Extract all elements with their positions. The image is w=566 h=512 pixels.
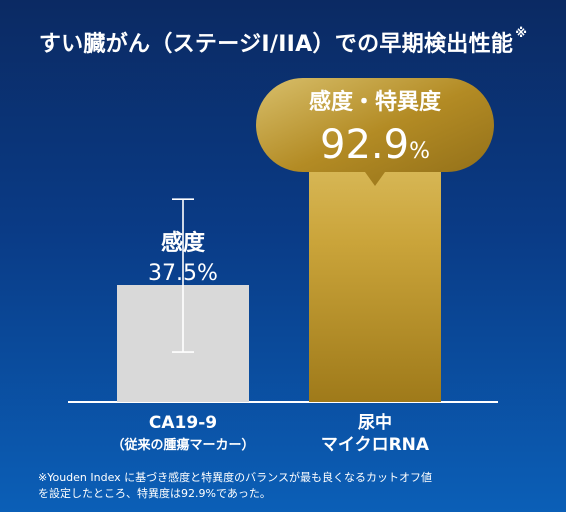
data-label-ca19-9-value: 37.5% <box>148 261 218 286</box>
x-tick-label-urine-microrna-line1: 尿中 <box>358 412 392 433</box>
chart-title-text: すい臓がん（ステージI/IIA）での早期検出性能 <box>38 32 514 57</box>
data-label-urine-microrna-number: 92.9 <box>320 122 409 168</box>
title-footnote-mark: ※ <box>515 26 528 40</box>
x-tick-label-ca19-9: CA19-9 <box>149 413 217 433</box>
footnote-line-2: を設定したところ、特異度は92.9%であった。 <box>38 487 271 500</box>
x-tick-sublabel-ca19-9: （従来の腫瘍マーカー） <box>111 437 254 453</box>
x-tick-label-urine-microrna-line2: マイクロRNA <box>321 435 430 455</box>
data-label-ca19-9-metric: 感度 <box>161 230 206 256</box>
callout-bubble-urine-microrna: 感度・特異度 92.9% <box>256 78 494 186</box>
footnote: ※Youden Index に基づき感度と特異度のバランスが最も良くなるカットオ… <box>38 470 538 502</box>
data-label-urine-microrna-value: 92.9% <box>320 122 430 168</box>
callout-bubble-shape <box>256 78 494 186</box>
chart-title: すい臓がん（ステージI/IIA）での早期検出性能 ※ <box>0 26 566 58</box>
footnote-line-1: ※Youden Index に基づき感度と特異度のバランスが最も良くなるカットオ… <box>38 471 432 484</box>
error-bar-ca19-9 <box>172 198 194 353</box>
data-label-urine-microrna-unit: % <box>409 139 430 164</box>
data-label-urine-microrna-metric: 感度・特異度 <box>309 89 442 115</box>
